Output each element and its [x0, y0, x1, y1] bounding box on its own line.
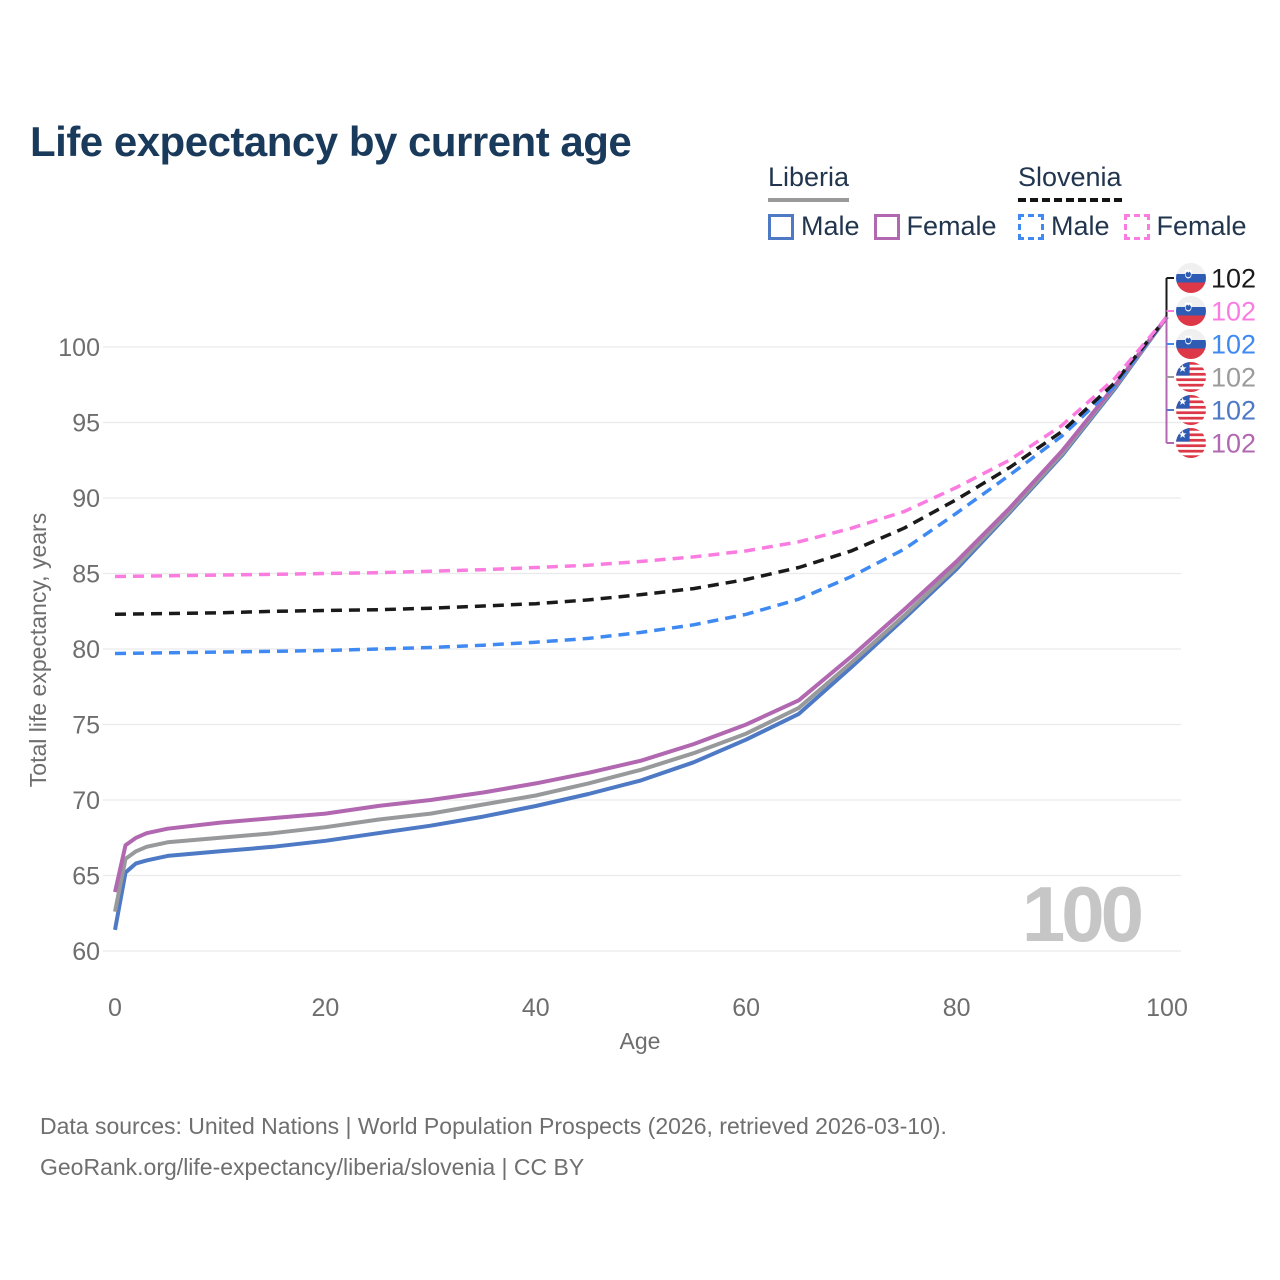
series-lines [113, 315, 1169, 931]
end-value-label-liberia-total: 102 [1211, 363, 1256, 393]
y-tick-label: 100 [58, 334, 100, 362]
legend-item-label: Male [801, 211, 860, 241]
footer: Data sources: United Nations | World Pop… [40, 1106, 947, 1188]
x-tick-label: 40 [522, 994, 550, 1022]
y-tick-label: 80 [72, 636, 100, 664]
checkbox-slovenia-female[interactable] [1123, 213, 1150, 240]
x-tick-label: 20 [311, 994, 339, 1022]
slovenia-flag-icon [1176, 296, 1206, 326]
x-tick-label: 80 [943, 994, 971, 1022]
legend-item-label: Female [1156, 211, 1247, 241]
y-tick-label: 75 [72, 712, 100, 740]
y-axis-title: Total life expectancy, years [25, 513, 51, 787]
series-line-liberia-female[interactable] [113, 315, 1169, 893]
end-value-label-slovenia-female: 102 [1211, 297, 1256, 327]
checkbox-liberia-female[interactable] [873, 213, 900, 240]
series-line-slovenia-female[interactable] [114, 315, 1169, 579]
data-source-note: Data sources: United Nations | World Pop… [40, 1113, 947, 1139]
y-tick-label: 95 [72, 410, 100, 438]
liberia-flag-icon [1176, 428, 1206, 458]
age-counter-watermark: 100 [1022, 870, 1142, 958]
legend-group-slovenia: Slovenia Male Female [1018, 162, 1247, 242]
y-tick-label: 60 [72, 938, 100, 966]
series-line-liberia-total[interactable] [113, 315, 1169, 913]
x-tick-label: 100 [1146, 994, 1188, 1022]
legend-item-label: Male [1051, 211, 1110, 241]
legend-item-label: Female [906, 211, 997, 241]
legend-country-liberia[interactable]: Liberia [768, 162, 850, 202]
checkbox-slovenia-male[interactable] [1018, 213, 1044, 240]
liberia-flag-icon [1176, 395, 1206, 425]
liberia-flag-icon [1176, 362, 1206, 392]
legend-item-liberia-male[interactable]: Male [768, 211, 860, 242]
y-tick-label: 70 [72, 787, 100, 815]
legend-group-liberia: Liberia Male Female [768, 162, 997, 242]
slovenia-flag-icon [1176, 263, 1206, 293]
legend-item-liberia-female[interactable]: Female [873, 211, 997, 242]
slovenia-flag-icon [1176, 329, 1206, 359]
series-line-liberia-male[interactable] [113, 315, 1169, 931]
series-line-slovenia-male[interactable] [114, 315, 1169, 656]
x-axis-title: Age [620, 1028, 661, 1054]
end-value-label-slovenia-male: 102 [1211, 330, 1256, 360]
y-tick-label: 90 [72, 485, 100, 513]
page-title: Life expectancy by current age [30, 118, 632, 166]
grid-and-axes: 60 65 70 75 80 85 90 95 100 0 20 40 60 80 100 [58, 334, 1188, 1022]
y-tick-label: 85 [72, 561, 100, 589]
legend-item-slovenia-male[interactable]: Male [1018, 211, 1110, 242]
end-value-label-liberia-female: 102 [1211, 429, 1256, 459]
x-tick-label: 0 [108, 994, 122, 1022]
end-value-label-liberia-male: 102 [1211, 396, 1256, 426]
end-value-label-slovenia-total: 102 [1211, 264, 1256, 294]
x-tick-label: 60 [732, 994, 760, 1022]
legend-country-slovenia[interactable]: Slovenia [1018, 162, 1122, 202]
georank-url[interactable]: GeoRank.org/life-expectancy/liberia/slov… [40, 1154, 585, 1180]
y-tick-label: 65 [72, 863, 100, 891]
checkbox-liberia-male[interactable] [768, 213, 794, 240]
legend-item-slovenia-female[interactable]: Female [1123, 211, 1247, 242]
series-line-slovenia-total[interactable] [114, 315, 1169, 617]
